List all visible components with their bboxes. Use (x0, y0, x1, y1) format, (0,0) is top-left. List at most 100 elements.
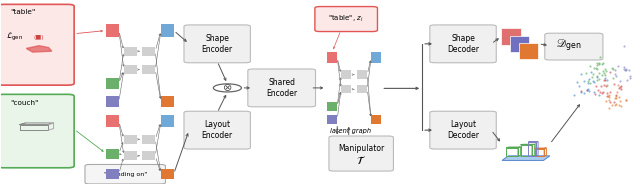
Bar (143, 47, 156, 56)
Point (600, 85, 611, 88)
Point (572, 80, 582, 83)
Bar (161, 169, 173, 179)
FancyBboxPatch shape (0, 94, 74, 168)
Point (574, 84, 584, 87)
Point (621, 99, 631, 102)
Point (613, 83, 623, 86)
Point (600, 73, 610, 76)
Point (582, 89, 592, 92)
Point (589, 92, 600, 95)
Point (596, 62, 607, 65)
Point (625, 74, 636, 77)
Text: $\otimes$: $\otimes$ (222, 82, 232, 93)
Point (609, 100, 619, 103)
Point (624, 69, 634, 72)
Point (602, 78, 612, 81)
Point (587, 75, 597, 78)
Point (589, 66, 599, 69)
Bar (357, 85, 367, 93)
Point (604, 107, 614, 110)
Point (611, 94, 621, 97)
Text: Shape
Encoder: Shape Encoder (202, 34, 233, 53)
Point (615, 86, 625, 89)
Text: Shape
Decoder: Shape Decoder (447, 34, 479, 53)
Bar (161, 96, 173, 107)
Point (594, 62, 604, 65)
Point (589, 80, 600, 83)
Point (612, 64, 623, 67)
Point (593, 88, 604, 91)
Point (582, 89, 592, 92)
Point (599, 71, 609, 74)
Bar (519, 43, 538, 59)
Point (568, 93, 579, 96)
Point (590, 84, 600, 87)
Bar (124, 65, 137, 74)
Bar (106, 96, 119, 107)
Point (620, 66, 630, 69)
Text: $\mathcal{L}_{\mathrm{gen}}$: $\mathcal{L}_{\mathrm{gen}}$ (6, 31, 23, 43)
FancyBboxPatch shape (184, 111, 250, 149)
Point (602, 91, 612, 94)
Point (621, 67, 631, 70)
Point (591, 74, 602, 77)
Point (621, 98, 631, 101)
Text: latent graph: latent graph (330, 128, 371, 134)
Point (622, 78, 632, 81)
Point (598, 61, 609, 64)
Point (614, 96, 624, 99)
Text: $\mathscr{D}_{\mathrm{gen}}$: $\mathscr{D}_{\mathrm{gen}}$ (556, 38, 582, 54)
Text: Layout
Encoder: Layout Encoder (202, 120, 233, 140)
Bar (327, 52, 337, 63)
FancyBboxPatch shape (329, 136, 394, 171)
Bar (124, 151, 137, 160)
Point (604, 70, 614, 73)
Bar (106, 115, 119, 127)
Bar (143, 65, 156, 74)
Point (602, 95, 612, 98)
Point (594, 94, 604, 97)
FancyBboxPatch shape (315, 7, 378, 31)
Point (614, 86, 624, 89)
Bar (124, 135, 137, 144)
Bar (327, 115, 337, 124)
Point (585, 82, 595, 85)
Point (598, 70, 608, 73)
Point (600, 78, 611, 81)
Point (620, 44, 630, 47)
FancyBboxPatch shape (430, 111, 496, 149)
Bar (357, 70, 367, 79)
Bar (143, 135, 156, 144)
Point (598, 90, 609, 93)
Point (579, 80, 589, 83)
Point (614, 103, 624, 106)
Point (588, 80, 598, 83)
Point (584, 90, 594, 93)
Point (592, 64, 602, 67)
Bar (341, 70, 351, 79)
Point (575, 91, 586, 94)
Bar (501, 28, 520, 45)
Point (592, 61, 602, 64)
Point (616, 80, 626, 83)
Point (585, 65, 595, 68)
Point (615, 100, 625, 102)
Point (583, 88, 593, 90)
Point (611, 103, 621, 106)
Text: $\mathcal{T}$: $\mathcal{T}$ (356, 154, 366, 166)
Point (586, 70, 596, 73)
Point (604, 90, 614, 93)
Text: Layout
Decoder: Layout Decoder (447, 120, 479, 140)
Point (604, 99, 614, 102)
Text: Manipulator: Manipulator (338, 144, 384, 153)
Point (599, 79, 609, 82)
Point (610, 97, 620, 100)
Point (600, 68, 611, 70)
Point (611, 97, 621, 100)
Point (609, 83, 619, 86)
Text: "standing on": "standing on" (104, 172, 147, 177)
Bar (143, 151, 156, 160)
Point (602, 95, 612, 98)
Polygon shape (26, 46, 52, 52)
Point (611, 75, 621, 78)
